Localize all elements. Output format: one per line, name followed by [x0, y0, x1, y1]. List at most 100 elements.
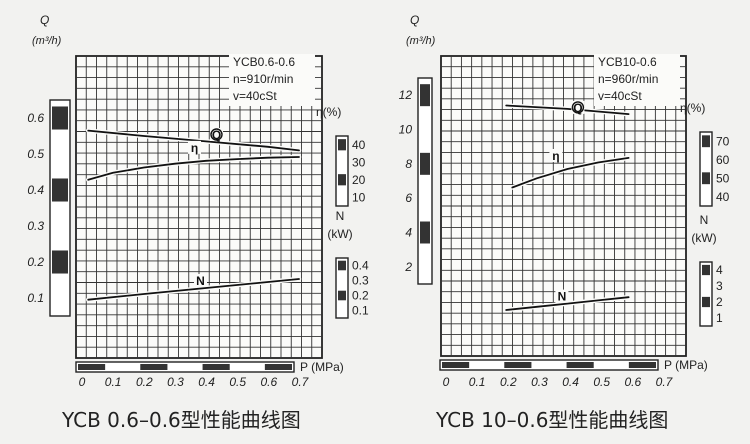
- p-axis-tick-label: 0.1: [105, 375, 122, 389]
- q-axis-tick-label: 10: [399, 123, 413, 137]
- curve-label-circle: [571, 101, 585, 114]
- q-axis-bar-block: [52, 178, 68, 202]
- n-axis-tick-label: 0.1: [352, 304, 369, 318]
- eta-axis-tick-label: 40: [716, 190, 730, 204]
- n-axis-tick-label: 3: [716, 279, 723, 293]
- eta-axis-tick-label: 70: [716, 134, 730, 148]
- n-axis-tick-label: 0.4: [352, 259, 369, 273]
- curve-label-bg: [549, 149, 563, 162]
- q-axis-tick-label: 0.2: [27, 255, 44, 269]
- q-axis-tick-label: 0.1: [27, 291, 44, 305]
- curve-label-n: N: [558, 290, 567, 304]
- p-axis-tick-label: 0.2: [136, 375, 153, 389]
- chart-ycb-10: YCB10-0.6n=960r/minv=40cStQηN12108642Q(m…: [399, 13, 730, 389]
- q-axis-bar-block: [52, 250, 68, 274]
- q-axis-bar-block: [52, 106, 68, 130]
- p-axis-bar-block: [202, 364, 230, 370]
- p-axis-bar-block: [140, 364, 168, 370]
- q-axis-unit: (m³/h): [406, 35, 436, 47]
- curve-label-q: Q: [573, 101, 582, 115]
- q-axis-tick-label: 0.3: [27, 219, 44, 233]
- q-axis-tick-label: 6: [405, 191, 412, 205]
- n-axis-bar-block: [338, 260, 346, 271]
- q-axis-tick-label: 4: [405, 226, 412, 240]
- p-axis-tick-label: 0.2: [500, 375, 517, 389]
- eta-axis-bar-block: [338, 174, 346, 186]
- info-panel: [594, 54, 680, 106]
- info-line: v=40cSt: [598, 89, 642, 103]
- p-axis-tick-label: 0: [443, 375, 450, 389]
- curve-label-circle: [210, 128, 223, 141]
- q-axis-unit: (m³/h): [32, 35, 62, 47]
- p-axis-title: P (MPa): [664, 358, 708, 372]
- curve-q: [87, 129, 300, 152]
- q-axis-title: Q: [410, 13, 419, 27]
- info-line: n=960r/min: [598, 72, 658, 86]
- curve-n: [505, 296, 630, 311]
- eta-axis-tick-label: 10: [352, 190, 366, 204]
- eta-axis-tick-label: 60: [716, 153, 730, 167]
- q-axis-title: Q: [40, 13, 49, 27]
- q-axis-bar-block: [420, 221, 430, 244]
- eta-axis-bar-block: [702, 172, 710, 185]
- eta-axis-bar-block: [338, 139, 346, 151]
- p-axis-tick-label: 0.3: [167, 375, 184, 389]
- info-line: v=40cSt: [233, 89, 277, 103]
- n-axis-bar: [699, 261, 713, 327]
- p-axis-tick-label: 0.3: [531, 375, 548, 389]
- q-axis-bar-block: [420, 152, 430, 175]
- curve-label-bg: [210, 128, 223, 141]
- p-axis-bar-block: [628, 362, 656, 368]
- q-axis-tick-label: 0.5: [27, 147, 44, 161]
- p-axis-tick-label: 0.6: [625, 375, 642, 389]
- n-axis-bar-block: [702, 264, 710, 276]
- p-axis-tick-label: 0.4: [198, 375, 215, 389]
- p-axis-bar: [75, 361, 295, 373]
- n-axis-unit: (kW): [327, 227, 352, 241]
- curve-eta: [511, 157, 630, 189]
- q-axis-tick-label: 0.4: [27, 183, 44, 197]
- n-axis-title: N: [336, 209, 345, 223]
- n-axis-tick-label: 2: [716, 295, 723, 309]
- p-axis-tick-label: 0.7: [656, 375, 674, 389]
- curve-label-bg: [555, 289, 569, 303]
- eta-axis-title: η(%): [680, 101, 705, 115]
- p-axis-tick-label: 0.7: [292, 375, 310, 389]
- n-axis-tick-label: 1: [716, 311, 723, 325]
- q-axis-bar: [417, 77, 433, 285]
- q-axis-tick-label: 0.6: [27, 111, 44, 125]
- eta-axis-title: η(%): [316, 105, 341, 119]
- q-axis-bar: [49, 99, 71, 317]
- n-axis-unit: (kW): [691, 231, 716, 245]
- curve-n: [87, 278, 300, 301]
- q-axis-tick-label: 12: [399, 88, 413, 102]
- curve-label-eta: η: [191, 141, 198, 155]
- p-axis-bar-block: [566, 362, 594, 368]
- info-line: YCB10-0.6: [598, 55, 657, 69]
- info-line: n=910r/min: [233, 72, 293, 86]
- n-axis-tick-label: 0.2: [352, 289, 369, 303]
- grid-lines: [441, 56, 686, 356]
- p-axis-tick-label: 0.5: [593, 375, 610, 389]
- curve-label-bg: [188, 140, 201, 154]
- p-axis-bar-block: [264, 364, 292, 370]
- p-axis-tick-label: 0.5: [229, 375, 246, 389]
- n-axis-title: N: [700, 213, 709, 227]
- p-axis-tick-label: 0.1: [469, 375, 486, 389]
- curve-q: [505, 104, 630, 115]
- grid-lines: [76, 56, 322, 358]
- n-axis-tick-label: 4: [716, 263, 723, 277]
- info-line: YCB0.6-0.6: [233, 55, 295, 69]
- n-axis-bar-block: [338, 290, 346, 301]
- p-axis-bar: [439, 359, 659, 371]
- curve-label-eta: η: [552, 149, 559, 163]
- p-axis-tick-label: 0.6: [261, 375, 278, 389]
- q-axis-tick-label: 2: [404, 260, 412, 274]
- curve-label-bg: [571, 100, 585, 114]
- curve-label-n: N: [196, 274, 205, 288]
- n-axis-tick-label: 0.3: [352, 274, 369, 288]
- eta-axis-bar-block: [702, 135, 710, 148]
- curve-label-bg: [194, 274, 207, 287]
- curve-label-q: Q: [212, 128, 221, 142]
- p-axis-title: P (MPa): [300, 360, 344, 374]
